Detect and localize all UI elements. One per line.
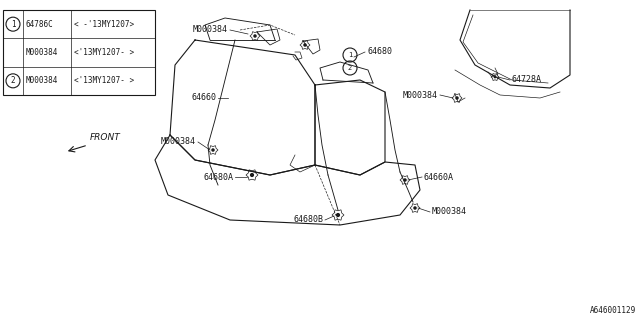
Circle shape <box>253 34 257 38</box>
Circle shape <box>455 96 459 100</box>
Circle shape <box>493 76 497 78</box>
Text: M000384: M000384 <box>403 91 438 100</box>
Text: 2: 2 <box>348 65 352 71</box>
Text: 64786C: 64786C <box>26 20 54 29</box>
Text: < -'13MY1207>: < -'13MY1207> <box>74 20 134 29</box>
Circle shape <box>336 213 340 217</box>
Text: 1: 1 <box>11 20 15 29</box>
FancyBboxPatch shape <box>3 10 155 95</box>
Text: 1: 1 <box>348 52 352 58</box>
Text: M000384: M000384 <box>26 76 58 85</box>
Circle shape <box>250 173 254 177</box>
Text: M000384: M000384 <box>26 48 58 57</box>
Text: 64680: 64680 <box>367 47 392 57</box>
Circle shape <box>303 43 307 47</box>
Text: M000384: M000384 <box>193 26 228 35</box>
Text: 2: 2 <box>11 76 15 85</box>
Text: 64680A: 64680A <box>203 172 233 181</box>
Circle shape <box>211 148 215 152</box>
Text: 64728A: 64728A <box>512 76 542 84</box>
Text: 64660A: 64660A <box>424 172 454 181</box>
Text: A646001129: A646001129 <box>589 306 636 315</box>
Text: M000384: M000384 <box>161 138 196 147</box>
Text: <'13MY1207- >: <'13MY1207- > <box>74 48 134 57</box>
Circle shape <box>403 178 407 182</box>
Text: FRONT: FRONT <box>90 133 121 142</box>
Text: 64680B: 64680B <box>293 215 323 225</box>
Circle shape <box>413 206 417 210</box>
Text: 64660: 64660 <box>191 93 216 102</box>
Text: <'13MY1207- >: <'13MY1207- > <box>74 76 134 85</box>
Text: M000384: M000384 <box>432 207 467 217</box>
